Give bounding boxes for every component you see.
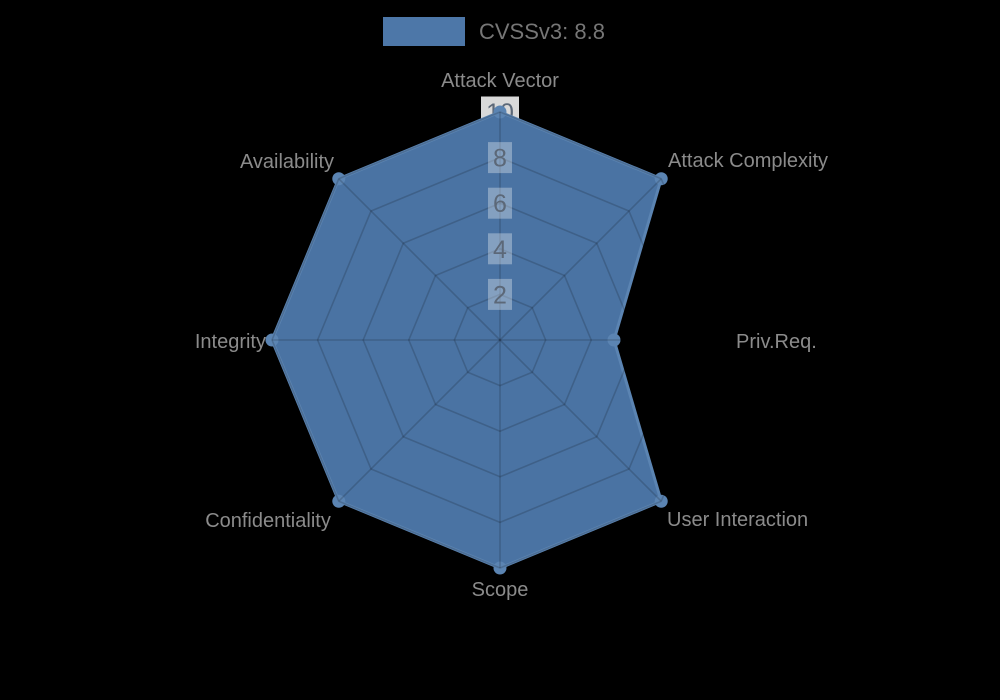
data-series-layer — [265, 105, 668, 575]
data-point-availability — [332, 172, 346, 186]
tick-backdrop-6 — [488, 187, 512, 219]
tick-backdrop-2 — [488, 278, 512, 310]
grid-ring-8 — [316, 156, 684, 524]
data-point-integrity — [265, 333, 279, 347]
axis-label-layer: Attack Vector Attack Complexity Priv.Req. U… — [195, 70, 828, 601]
tick-label-4: 4 — [493, 236, 507, 264]
data-point-attack-complexity — [654, 172, 668, 186]
grid-ring-2 — [453, 293, 547, 387]
axis-spoke-availability — [338, 178, 501, 341]
tick-backdrop-4 — [488, 233, 512, 265]
tick-layer-over: 2 4 6 8 — [488, 142, 512, 310]
grid-ring-4 — [407, 247, 593, 433]
axis-spoke-confidentiality — [338, 339, 501, 502]
chart-legend[interactable]: CVSSv3: 8.8 — [383, 17, 605, 46]
grid-ring-6 — [362, 202, 638, 478]
tick-label-6: 6 — [493, 190, 507, 218]
axis-spoke-attack-complexity — [499, 178, 662, 341]
data-point-confidentiality — [332, 494, 346, 508]
legend-swatch[interactable] — [383, 17, 465, 46]
tick-label-2: 2 — [493, 281, 507, 309]
data-point-scope — [493, 561, 507, 575]
axis-label-priv-req: Priv.Req. — [736, 331, 817, 353]
axis-label-attack-complexity: Attack Complexity — [668, 150, 828, 172]
grid-ring-10 — [271, 111, 729, 569]
axis-label-integrity: Integrity — [195, 331, 266, 353]
axis-label-scope: Scope — [472, 579, 529, 601]
axis-label-user-interaction: User Interaction — [667, 509, 808, 531]
data-point-priv-req — [607, 333, 621, 347]
axis-label-attack-vector: Attack Vector — [441, 70, 559, 92]
data-point-user-interaction — [654, 494, 668, 508]
axis-spoke-user-interaction — [499, 339, 662, 502]
legend-label[interactable]: CVSSv3: 8.8 — [479, 19, 605, 44]
axis-label-availability: Availability — [240, 151, 334, 173]
tick-label-8: 8 — [493, 145, 507, 173]
grid-web-layer — [271, 111, 729, 569]
tick-backdrop-8 — [488, 142, 512, 174]
data-point-attack-vector — [493, 105, 507, 119]
axis-label-confidentiality: Confidentiality — [205, 510, 331, 532]
